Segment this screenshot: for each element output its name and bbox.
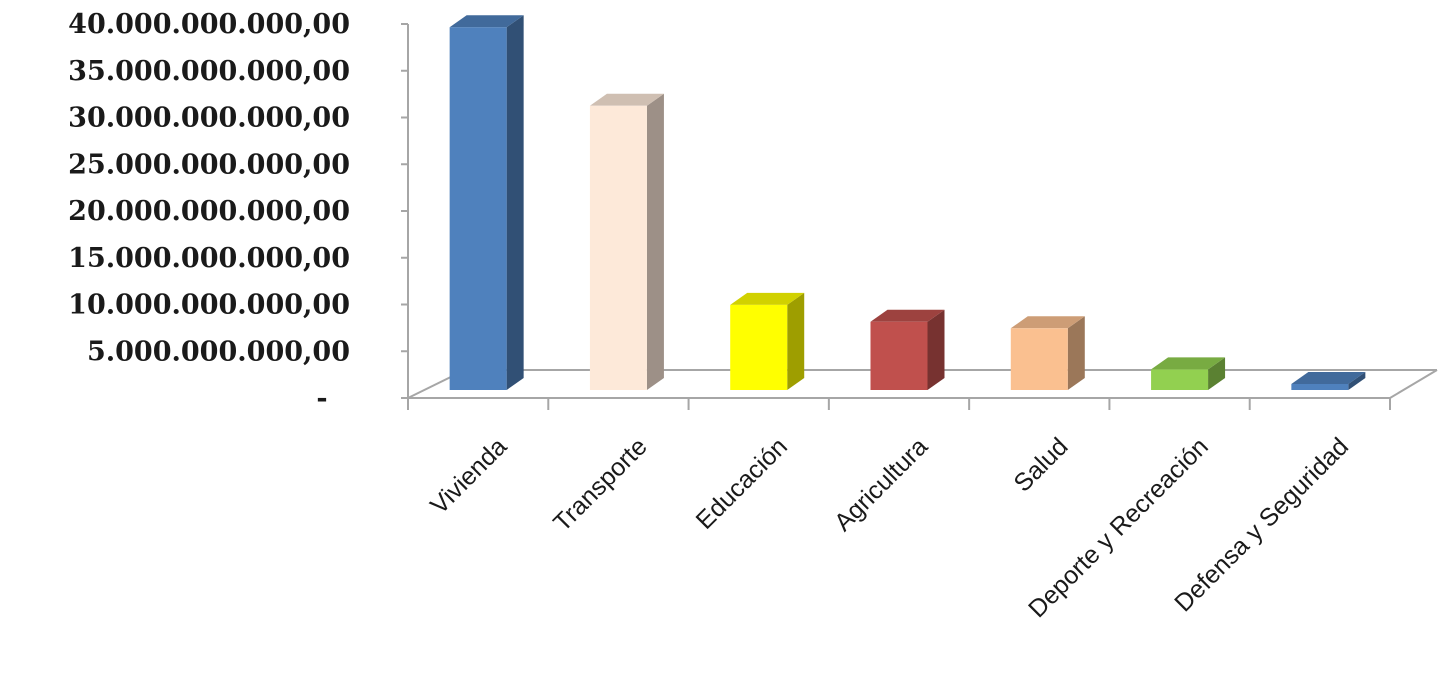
bar-top	[1010, 316, 1085, 329]
y-tick-label: -	[316, 383, 327, 414]
bar-front	[1151, 369, 1209, 390]
bar	[1291, 372, 1366, 390]
bar-top	[870, 309, 945, 322]
bar-side	[1348, 372, 1366, 390]
bar-top	[1291, 372, 1366, 384]
x-tick-label: Vivienda	[425, 432, 512, 519]
bar	[449, 15, 524, 390]
bar-side	[1208, 357, 1226, 390]
x-axis-labels: Vivienda Transporte Educación Agricultura Sa…	[407, 398, 1391, 623]
bar-side	[646, 93, 664, 390]
y-tick-label: 25.000.000.000,00	[68, 149, 350, 180]
bar-side	[1067, 316, 1085, 390]
x-tick-label: Salud	[1009, 432, 1074, 497]
bar	[1151, 357, 1226, 390]
bar-top	[589, 93, 664, 106]
bar-top	[730, 292, 805, 305]
bar-side	[927, 309, 945, 390]
bar-front	[449, 27, 507, 390]
bar	[1010, 316, 1085, 390]
x-tick-label: Agricultura	[829, 432, 933, 536]
bar	[870, 309, 945, 390]
bars	[449, 15, 1366, 390]
y-tick-label: 40.000.000.000,00	[68, 9, 350, 40]
y-tick-label: 15.000.000.000,00	[68, 243, 350, 274]
x-tick-label: Educación	[691, 432, 793, 534]
y-tick-label: 35.000.000.000,00	[68, 56, 350, 87]
y-tick-label: 10.000.000.000,00	[68, 290, 350, 321]
x-tick-label: Transporte	[548, 432, 653, 537]
bar-top	[1151, 357, 1226, 370]
y-axis-ticks: - 5.000.000.000,00 10.000.000.000,00 15.000…	[68, 9, 408, 414]
bar-front	[730, 304, 788, 390]
y-tick-label: 5.000.000.000,00	[87, 336, 350, 367]
bar-side	[506, 15, 524, 390]
bar-front	[1291, 384, 1349, 390]
bar-front	[589, 105, 647, 390]
bar-front	[870, 321, 928, 390]
y-tick-label: 30.000.000.000,00	[68, 103, 350, 134]
bar	[730, 292, 805, 390]
bar-top	[449, 15, 524, 28]
bar	[589, 93, 664, 390]
y-tick-label: 20.000.000.000,00	[68, 196, 350, 227]
bar-front	[1010, 328, 1068, 390]
bar-side	[787, 292, 805, 390]
